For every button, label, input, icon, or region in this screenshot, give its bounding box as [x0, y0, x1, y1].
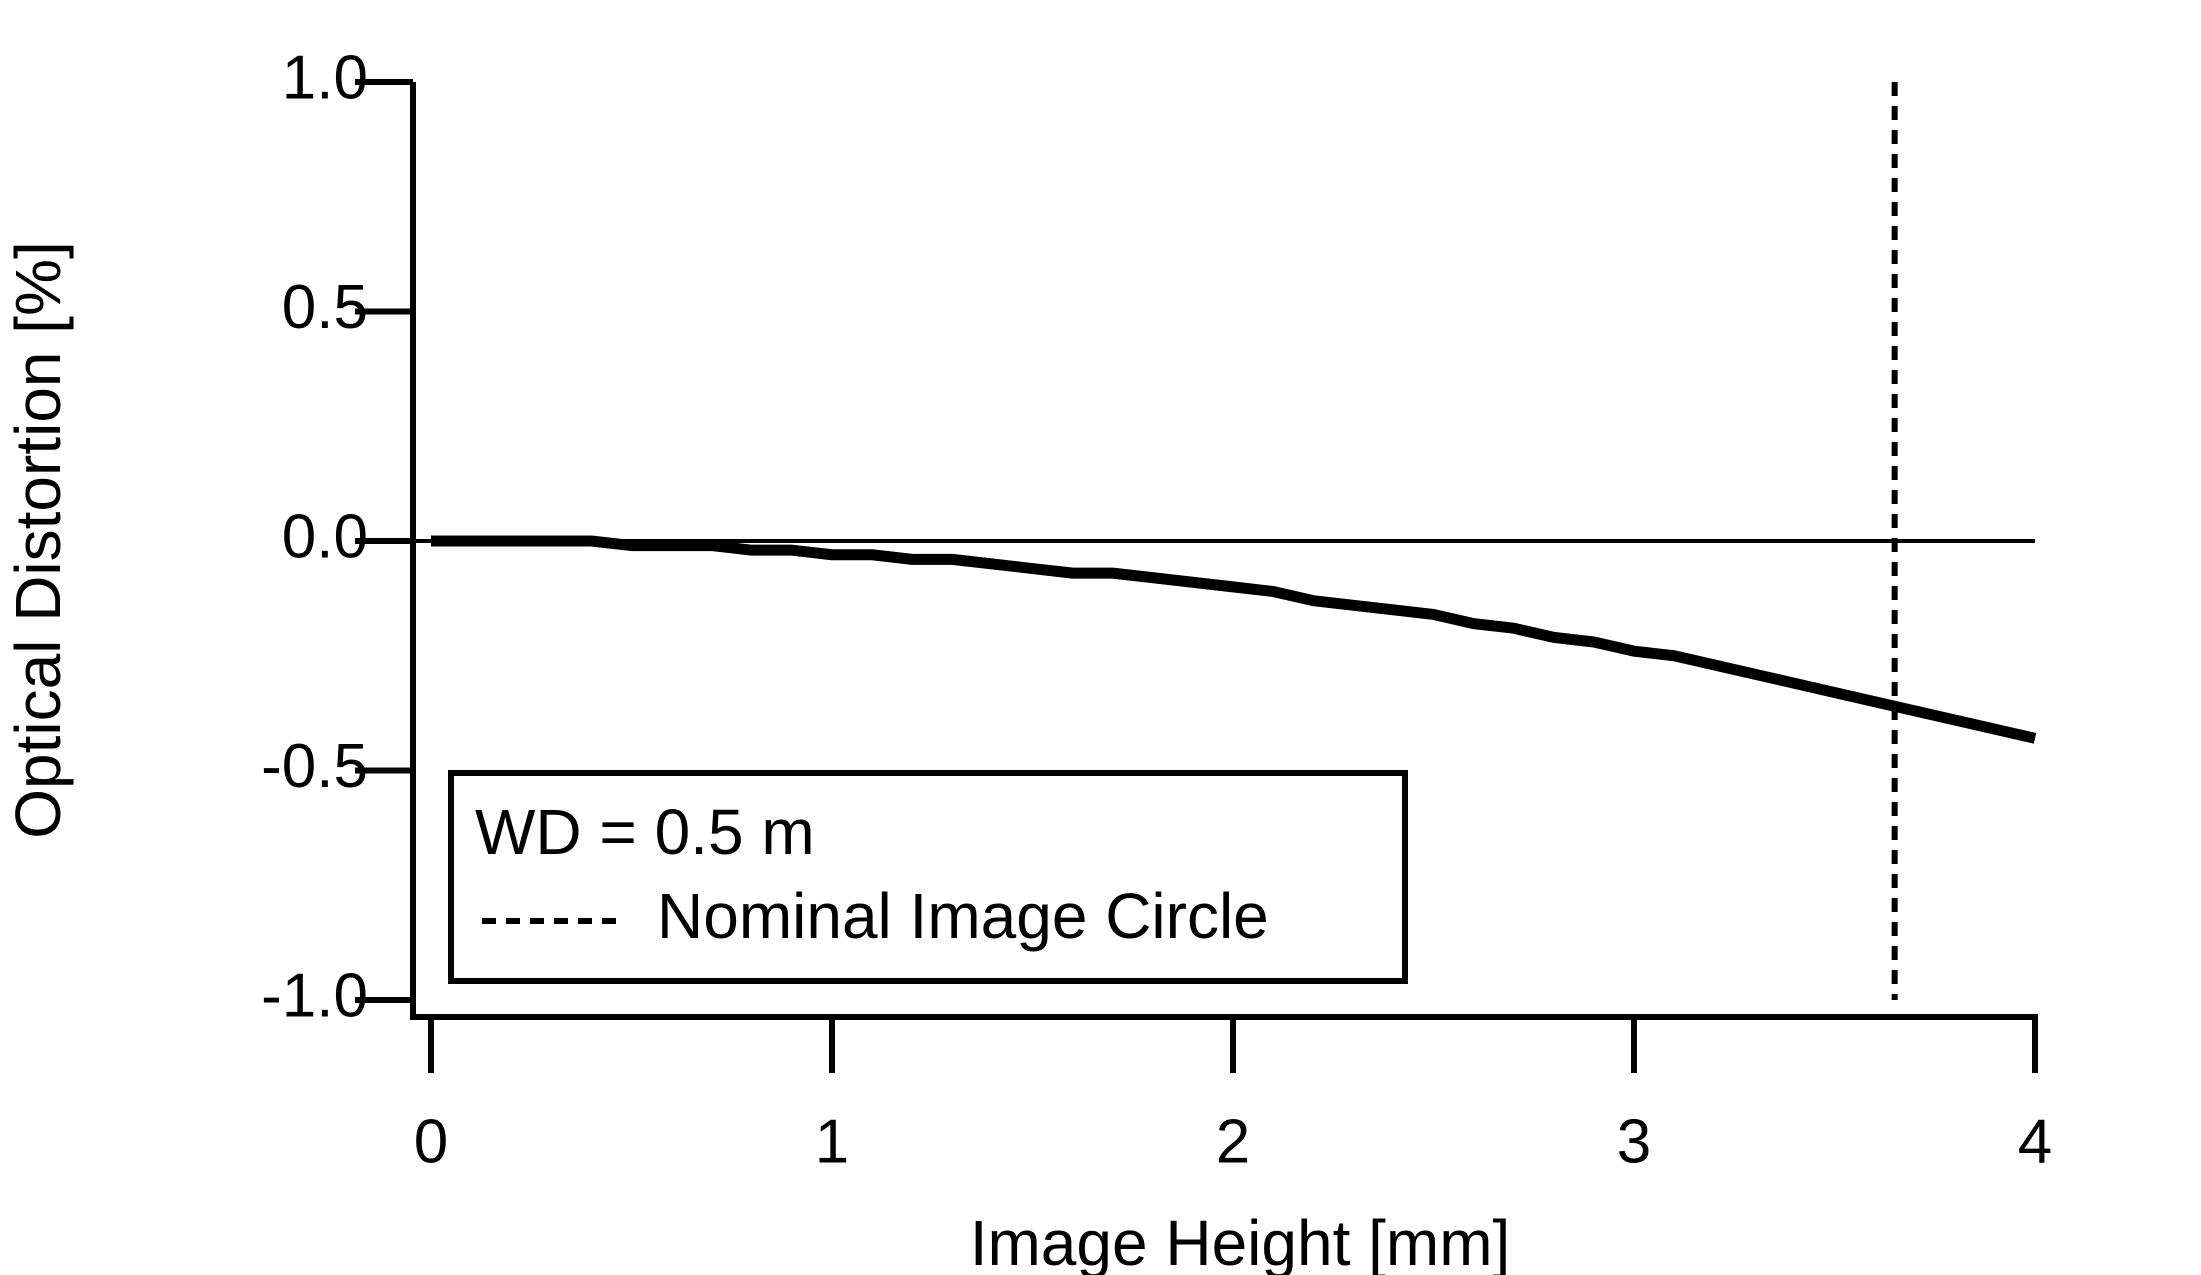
data-line: [431, 535, 2037, 744]
y-tick-label: 0.0: [282, 502, 368, 571]
x-tick-label: 0: [414, 1107, 448, 1176]
y-axis-label: Optical Distortion [%]: [2, 241, 74, 839]
x-tick-label: 1: [815, 1107, 849, 1176]
y-tick-label: 1.0: [282, 43, 368, 112]
x-axis-label: Image Height [mm]: [970, 1207, 1511, 1275]
x-tick-label: 4: [2018, 1107, 2052, 1176]
legend-label: WD = 0.5 m: [475, 796, 815, 868]
legend-box: [448, 770, 1408, 984]
x-tick-label: 3: [1617, 1107, 1651, 1176]
y-tick-label: -0.5: [261, 732, 368, 801]
y-tick-label: -1.0: [261, 961, 368, 1030]
x-tick-label: 2: [1216, 1107, 1250, 1176]
y-tick-label: 0.5: [282, 273, 368, 342]
legend-label: Nominal Image Circle: [657, 880, 1269, 952]
